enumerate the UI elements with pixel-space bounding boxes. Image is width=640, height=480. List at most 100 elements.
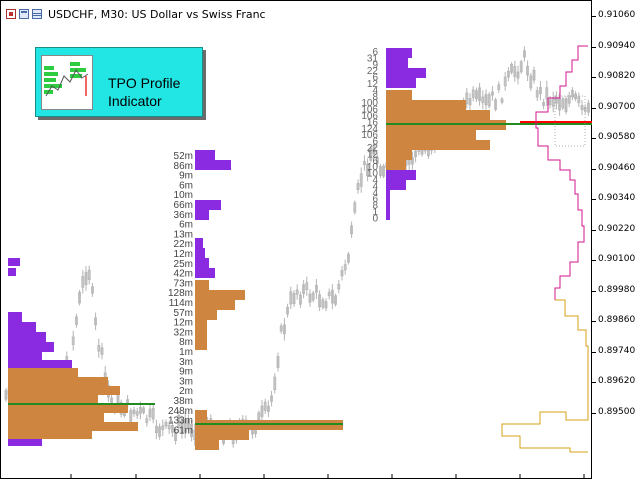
- candle-body: [535, 90, 539, 98]
- candle-body: [494, 99, 498, 110]
- candle-body: [126, 399, 129, 404]
- candle-body: [506, 70, 510, 78]
- tpo-mid-label: 114m: [169, 298, 193, 309]
- candle-body: [100, 347, 104, 355]
- candle-body: [378, 166, 382, 176]
- candle-body: [334, 295, 338, 305]
- candle-body: [474, 90, 478, 100]
- right-profile-bar: [386, 160, 406, 170]
- tpo-right-label: 124: [361, 124, 378, 135]
- middle-profile-bar: [195, 330, 207, 350]
- candle-body: [375, 156, 379, 165]
- candle-body: [87, 269, 91, 281]
- logo-line-1: TPO Profile: [108, 75, 181, 91]
- price-label: 0.90220: [598, 223, 636, 234]
- middle-profile-bar: [195, 160, 231, 170]
- middle-profile-bar: [195, 268, 215, 278]
- candle-body: [567, 95, 571, 104]
- candle-body: [132, 409, 136, 415]
- tpo-mid-label: 66m: [174, 200, 193, 211]
- tpo-mid-label: 128m: [168, 288, 193, 299]
- tpo-mid-label: 73m: [174, 278, 193, 289]
- candle-body: [478, 87, 482, 102]
- tpo-right-label: 4: [372, 85, 378, 96]
- candle-body: [295, 289, 299, 295]
- candle-body: [302, 284, 306, 294]
- tpo-mid-label: 248m: [168, 406, 193, 417]
- profile-envelopes: [501, 45, 589, 453]
- candle-body: [103, 372, 107, 378]
- tpo-right-label: 6: [372, 156, 378, 167]
- price-label: 0.89980: [598, 284, 636, 295]
- middle-profile-bar: [195, 238, 203, 248]
- candle-body: [161, 425, 165, 430]
- tpo-right-label: 31: [367, 53, 379, 64]
- tpo-mid-label: 12m: [174, 249, 193, 260]
- candle-body: [382, 165, 386, 177]
- candle-body: [158, 426, 162, 437]
- middle-profile-bar: [195, 300, 235, 310]
- tpo-right-label: 6: [372, 73, 378, 84]
- candle-body: [84, 271, 88, 285]
- price-tick: [592, 382, 596, 383]
- candle-body: [298, 294, 302, 305]
- window-menu-icon[interactable]: [6, 9, 16, 19]
- tpo-mid-label: 52m: [174, 151, 193, 162]
- tpo-mid-label: 12m: [174, 318, 193, 329]
- candle-body: [523, 50, 526, 58]
- candle-body: [513, 66, 517, 77]
- middle-profile-bar: [195, 410, 207, 420]
- candle-body: [529, 75, 533, 89]
- right-profile-bar: [386, 190, 390, 220]
- tpo-right-label: 12: [367, 149, 379, 160]
- tpo-right-label: 106: [361, 130, 378, 141]
- tpo-right-label: 10: [367, 169, 379, 180]
- candle-body: [577, 96, 581, 103]
- left-profile-bar: [8, 332, 46, 342]
- candle-body: [330, 289, 334, 304]
- candle-body: [276, 356, 280, 368]
- candle-body: [138, 406, 142, 414]
- candle-body: [340, 270, 344, 277]
- chart-icon[interactable]: [19, 9, 29, 19]
- candle-body: [270, 395, 274, 402]
- price-tick: [592, 351, 596, 353]
- tpo-right-label: 4: [372, 188, 378, 199]
- candle-body: [318, 294, 322, 308]
- candle-body: [282, 324, 286, 335]
- tpo-right-label: 4: [372, 181, 378, 192]
- tpo-mid-label: 13m: [174, 229, 193, 240]
- price-label: 0.90820: [598, 71, 636, 81]
- candle-body: [471, 89, 475, 98]
- candle-body: [500, 98, 504, 103]
- price-axis[interactable]: 0.91060 0.90940 0.90820 0.90700 0.90580 0.904…: [592, 0, 640, 480]
- candle-body: [359, 173, 363, 187]
- candle-body: [91, 286, 94, 294]
- candle-body: [516, 71, 520, 79]
- candle-body: [81, 276, 85, 288]
- candle-body: [337, 283, 341, 290]
- right-profile-bar: [386, 170, 416, 180]
- candle-body: [174, 431, 178, 441]
- candle-body: [151, 408, 155, 420]
- grid-icon[interactable]: [32, 9, 42, 19]
- middle-profile-bar: [195, 258, 209, 268]
- tpo-right-label: 106: [361, 105, 378, 116]
- candle-body: [353, 202, 357, 213]
- candle-body: [497, 84, 501, 90]
- tpo-right-label: 0: [372, 213, 378, 224]
- tpo-mid-label: 10m: [174, 190, 193, 201]
- candle-body: [292, 293, 296, 304]
- tpo-mid-label: 38m: [174, 396, 193, 407]
- right-profile-bar: [386, 150, 412, 160]
- candle-body: [4, 390, 8, 400]
- middle-profile-bar: [195, 150, 215, 160]
- candle-body: [263, 401, 267, 411]
- candle-body: [190, 424, 194, 438]
- candle-body: [324, 301, 328, 309]
- candle-body: [177, 414, 181, 428]
- candle-body: [510, 63, 514, 73]
- left-profile-bar: [8, 439, 42, 446]
